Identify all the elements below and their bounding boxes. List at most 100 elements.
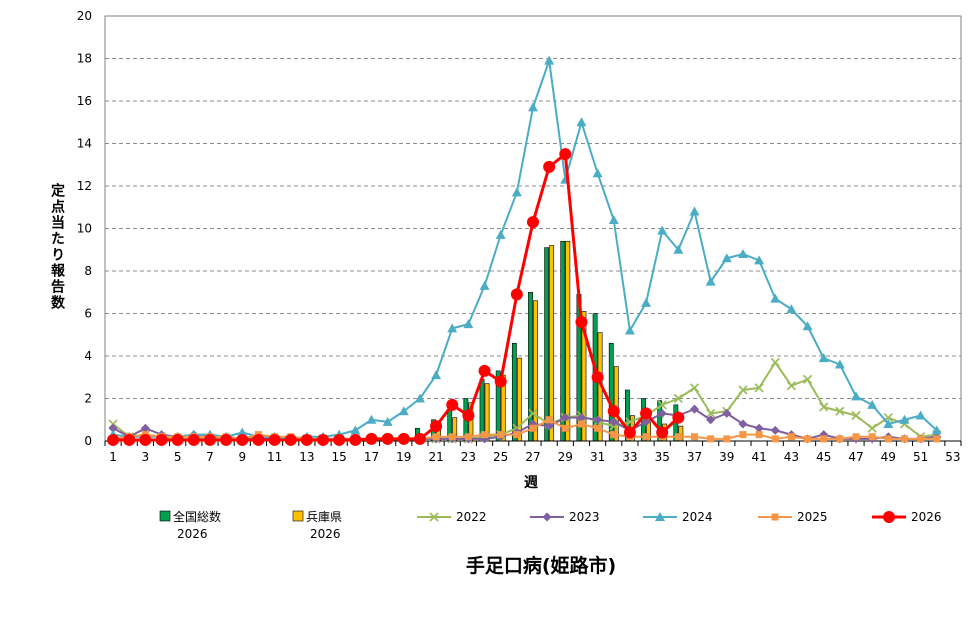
data-point [737, 249, 748, 258]
data-point [754, 423, 764, 433]
data-point [463, 319, 474, 329]
data-point [754, 255, 765, 265]
data-point [738, 385, 748, 395]
x-tick-label: 5 [174, 450, 182, 464]
data-point [203, 433, 216, 446]
data-point [447, 323, 458, 333]
legend-marker [883, 511, 895, 523]
data-point [397, 432, 410, 445]
data-point [867, 399, 878, 409]
data-point [673, 393, 683, 404]
data-point [867, 423, 877, 433]
data-point [835, 406, 845, 416]
data-point [528, 408, 538, 418]
data-point [672, 411, 685, 424]
x-tick-label: 41 [751, 450, 766, 464]
data-point [333, 433, 346, 446]
data-point [576, 413, 586, 423]
data-point [462, 409, 475, 422]
x-tick-label: 1 [109, 450, 117, 464]
data-point [448, 433, 456, 441]
data-point [608, 215, 619, 224]
legend-swatch [159, 510, 171, 522]
bar [533, 300, 538, 442]
data-point [561, 424, 569, 432]
data-point [349, 433, 362, 446]
data-point [770, 425, 780, 435]
data-point [543, 160, 556, 173]
data-point [592, 168, 603, 178]
data-point [497, 431, 505, 439]
legend: 全国総数 2026 兵庫県 2026 2022 2023 2024 2025 2026 [159, 509, 942, 541]
x-tick-label: 13 [299, 450, 314, 464]
data-point [140, 423, 150, 433]
data-point [883, 419, 894, 428]
data-point [464, 433, 472, 441]
x-tick-label: 29 [558, 450, 573, 464]
data-point [689, 206, 700, 216]
y-tick-label: 10 [77, 222, 92, 236]
data-point [528, 102, 538, 112]
data-point [820, 435, 828, 443]
data-point [108, 423, 118, 433]
data-point [917, 435, 925, 443]
data-point [933, 435, 941, 443]
data-point [268, 433, 281, 446]
data-point [657, 225, 668, 235]
data-point [915, 410, 926, 420]
legend-label: 2024 [682, 510, 713, 524]
data-point [674, 433, 682, 441]
data-point [511, 187, 522, 197]
data-point [560, 413, 570, 423]
x-tick-label: 53 [945, 450, 960, 464]
data-point [107, 433, 120, 446]
data-point [155, 433, 168, 446]
data-point [868, 433, 876, 441]
data-point [705, 276, 716, 286]
data-point [770, 293, 781, 303]
series-line [112, 59, 938, 440]
data-point [786, 381, 796, 391]
data-point [900, 435, 908, 443]
y-tick-label: 4 [84, 349, 92, 363]
data-point [577, 420, 585, 428]
x-tick-label: 23 [461, 450, 476, 464]
data-point [804, 435, 812, 443]
data-point [689, 383, 700, 393]
x-tick-label: 7 [206, 450, 214, 464]
data-point [721, 253, 732, 263]
data-point [738, 419, 748, 429]
x-tick-label: 33 [622, 450, 637, 464]
legend-marker [771, 513, 779, 521]
data-point [481, 431, 489, 439]
bar [565, 240, 571, 442]
data-point [819, 402, 829, 412]
legend-label: 2022 [456, 510, 487, 524]
data-point [479, 280, 490, 290]
x-tick-label: 25 [493, 450, 508, 464]
data-point [690, 404, 700, 414]
legend-label: 兵庫県 [306, 510, 342, 524]
data-point [398, 406, 409, 416]
grid-layer [105, 15, 961, 399]
data-point [478, 364, 491, 377]
data-point [834, 359, 845, 369]
x-tick-label: 43 [784, 450, 799, 464]
data-point [623, 426, 636, 439]
data-point [754, 383, 764, 393]
x-tick-label: 47 [848, 450, 863, 464]
data-point [706, 408, 716, 418]
data-point [884, 435, 892, 443]
data-point [187, 433, 200, 446]
data-point [657, 408, 667, 418]
series-line [112, 408, 937, 440]
data-point [851, 410, 861, 421]
x-tick-label: 9 [238, 450, 246, 464]
bar-layer [108, 240, 684, 442]
data-point [852, 433, 860, 441]
x-tick-label: 17 [364, 450, 379, 464]
series-2022 [108, 357, 942, 444]
data-point [803, 374, 813, 384]
data-point [706, 415, 716, 425]
y-tick-label: 16 [77, 94, 92, 108]
